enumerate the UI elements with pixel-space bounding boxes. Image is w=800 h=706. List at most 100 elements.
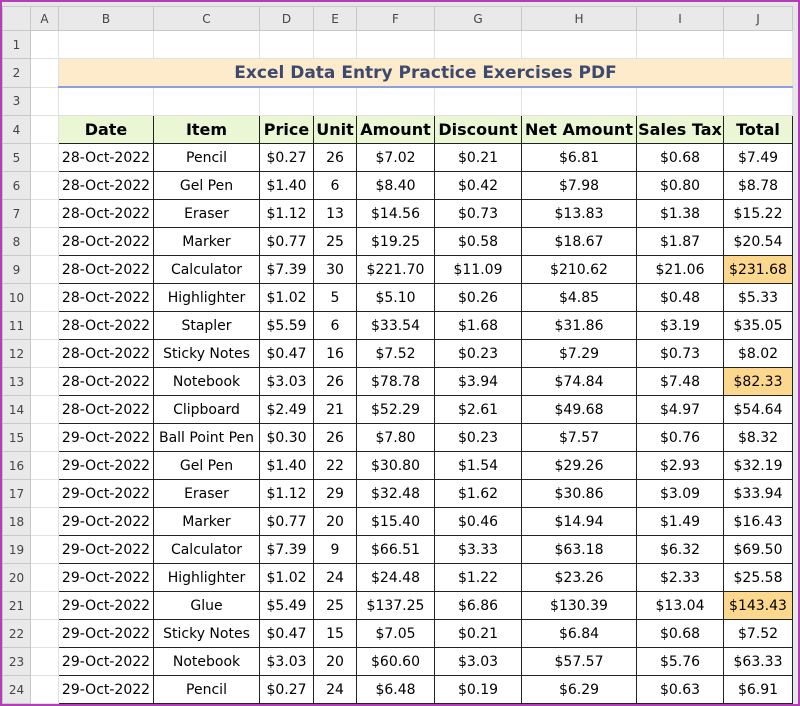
table-cell: $231.68 — [723, 255, 793, 284]
table-cell: $0.23 — [434, 423, 522, 452]
table-cell: $6.81 — [521, 143, 637, 172]
table-cell: $57.57 — [521, 647, 637, 676]
empty-cell — [723, 30, 793, 59]
row-number: 6 — [2, 171, 31, 200]
empty-cell — [30, 563, 59, 592]
table-cell: 29-Oct-2022 — [58, 591, 154, 620]
table-cell: $1.22 — [434, 563, 522, 592]
table-cell: $8.40 — [356, 171, 435, 200]
table-cell: $2.93 — [636, 451, 724, 480]
table-cell: $1.40 — [259, 171, 314, 200]
sheet-row: 16 29-Oct-2022 Gel Pen $1.40 22 $30.80 $1.54 $2… — [2, 451, 793, 480]
table-cell: $30.86 — [521, 479, 637, 508]
empty-cell — [30, 647, 59, 676]
table-cell: $8.78 — [723, 171, 793, 200]
table-cell: 16 — [313, 339, 357, 368]
row-number: 22 — [2, 619, 31, 648]
table-cell: $0.48 — [636, 283, 724, 312]
row-number: 5 — [2, 143, 31, 172]
table-cell: 28-Oct-2022 — [58, 311, 154, 340]
table-cell: $60.60 — [356, 647, 435, 676]
empty-cell — [30, 255, 59, 284]
table-cell: $63.33 — [723, 647, 793, 676]
table-cell: $25.58 — [723, 563, 793, 592]
table-cell: $24.48 — [356, 563, 435, 592]
table-cell: $5.59 — [259, 311, 314, 340]
sheet-row: 7 28-Oct-2022 Eraser $1.12 13 $14.56 $0.73 $13.… — [2, 199, 793, 228]
table-cell: $3.03 — [434, 647, 522, 676]
empty-cell — [259, 86, 314, 116]
sheet-row: 21 29-Oct-2022 Glue $5.49 25 $137.25 $6.86 $130… — [2, 591, 793, 620]
table-cell: $23.26 — [521, 563, 637, 592]
table-cell: $33.54 — [356, 311, 435, 340]
table-cell: $1.87 — [636, 227, 724, 256]
table-cell: $7.49 — [723, 143, 793, 172]
empty-cell — [30, 479, 59, 508]
sheet-row: 4 Date Item Price Unit Amount Discount Net Amou… — [2, 115, 793, 144]
table-cell: 28-Oct-2022 — [58, 255, 154, 284]
table-cell: 28-Oct-2022 — [58, 199, 154, 228]
table-cell: $0.26 — [434, 283, 522, 312]
empty-cell — [521, 30, 637, 59]
table-cell: $63.18 — [521, 535, 637, 564]
empty-cell — [30, 227, 59, 256]
table-cell: $0.63 — [636, 675, 724, 704]
table-cell: $3.94 — [434, 367, 522, 396]
table-cell: $7.29 — [521, 339, 637, 368]
table-cell: 26 — [313, 423, 357, 452]
row-number: 15 — [2, 423, 31, 452]
table-cell: $7.02 — [356, 143, 435, 172]
table-cell: $1.62 — [434, 479, 522, 508]
table-cell: 28-Oct-2022 — [58, 283, 154, 312]
empty-cell — [30, 115, 59, 144]
sheet-row: 20 29-Oct-2022 Highlighter $1.02 24 $24.48 $1.… — [2, 563, 793, 592]
row-number: 3 — [2, 86, 31, 116]
empty-cell — [30, 367, 59, 396]
table-cell: $14.94 — [521, 507, 637, 536]
table-cell: $6.91 — [723, 675, 793, 704]
table-cell: Glue — [153, 591, 260, 620]
table-cell: 25 — [313, 591, 357, 620]
table-cell: $0.23 — [434, 339, 522, 368]
table-cell: $8.32 — [723, 423, 793, 452]
table-cell: Marker — [153, 507, 260, 536]
table-cell: $4.85 — [521, 283, 637, 312]
table-cell: Eraser — [153, 199, 260, 228]
sheet-row: 18 29-Oct-2022 Marker $0.77 20 $15.40 $0.46 $14… — [2, 507, 793, 536]
table-cell: $11.09 — [434, 255, 522, 284]
table-cell: 29-Oct-2022 — [58, 479, 154, 508]
table-cell: 22 — [313, 451, 357, 480]
table-cell: $32.19 — [723, 451, 793, 480]
sheet-row: 13 28-Oct-2022 Notebook $3.03 26 $78.78 $3.94 $… — [2, 367, 793, 396]
table-cell: 28-Oct-2022 — [58, 171, 154, 200]
table-cell: 29-Oct-2022 — [58, 535, 154, 564]
table-header-cell: Date — [58, 115, 154, 144]
table-cell: $7.05 — [356, 619, 435, 648]
empty-cell — [30, 675, 59, 704]
table-cell: $82.33 — [723, 367, 793, 396]
table-cell: $0.47 — [259, 339, 314, 368]
table-cell: $3.03 — [259, 647, 314, 676]
table-cell: $66.51 — [356, 535, 435, 564]
sheet-row: 6 28-Oct-2022 Gel Pen $1.40 6 $8.40 $0.42 $7.98… — [2, 171, 793, 200]
empty-cell — [58, 30, 154, 59]
table-cell: $13.83 — [521, 199, 637, 228]
table-cell: 29-Oct-2022 — [58, 619, 154, 648]
row-number: 12 — [2, 339, 31, 368]
table-cell: 13 — [313, 199, 357, 228]
column-header: D — [259, 6, 314, 31]
sheet-row: 3 — [2, 86, 793, 116]
column-header: I — [636, 6, 724, 31]
row-number: 9 — [2, 255, 31, 284]
table-cell: 20 — [313, 507, 357, 536]
table-cell: 30 — [313, 255, 357, 284]
table-cell: $0.46 — [434, 507, 522, 536]
table-cell: $78.78 — [356, 367, 435, 396]
table-cell: $3.33 — [434, 535, 522, 564]
table-cell: Sticky Notes — [153, 619, 260, 648]
empty-cell — [434, 30, 522, 59]
table-cell: $5.76 — [636, 647, 724, 676]
table-cell: 25 — [313, 227, 357, 256]
table-cell: $1.54 — [434, 451, 522, 480]
table-cell: $4.97 — [636, 395, 724, 424]
